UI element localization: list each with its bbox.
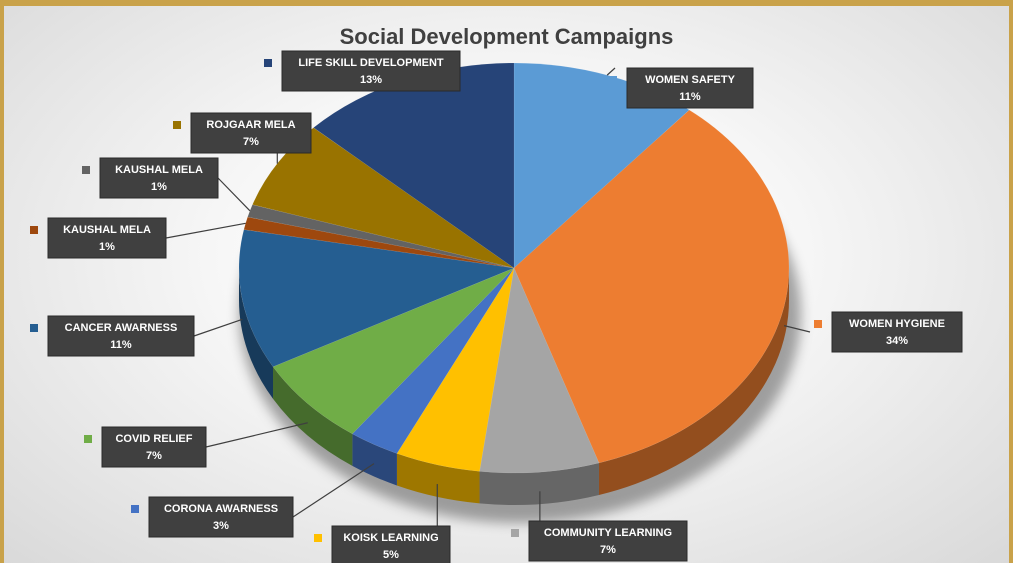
data-label-10: ROJGAAR MELA 7% (173, 112, 312, 154)
pie-slice-3 (479, 267, 600, 474)
data-label-percent: 5% (383, 549, 399, 561)
legend-key-swatch (30, 324, 38, 332)
data-label-category: CANCER AWARNESS (65, 322, 178, 334)
data-label-4: KOISK LEARNING 5% (314, 525, 451, 563)
pie-slice-5 (351, 267, 515, 454)
pie-slice-9 (247, 204, 515, 269)
data-label-box (831, 311, 963, 353)
legend-key-swatch (609, 76, 617, 84)
data-label-box (99, 157, 219, 199)
data-label-2: WOMEN HYGIENE 34% (814, 311, 963, 353)
data-label-category: COMMUNITY LEARNING (544, 527, 672, 539)
pie-slice-side-5 (352, 433, 397, 486)
data-label-box (101, 426, 207, 468)
data-label-percent: 13% (360, 74, 382, 86)
legend-key-swatch (82, 166, 90, 174)
data-label-category: KOISK LEARNING (343, 532, 438, 544)
data-label-category: ROJGAAR MELA (206, 119, 295, 131)
data-label-box (626, 67, 754, 109)
data-label-category: CORONA AWARNESS (164, 503, 278, 515)
pie-slice-2 (513, 109, 790, 464)
data-label-5: CORONA AWARNESS 3% (131, 496, 294, 538)
leader-line-6 (205, 422, 308, 448)
data-label-percent: 1% (151, 181, 167, 193)
pie-slice-10 (252, 127, 515, 269)
data-label-percent: 7% (600, 544, 616, 556)
pie-chart: WOMEN SAFETY 11% WOMEN HYGIENE 34% COMMUNITY… (30, 50, 963, 563)
data-label-percent: 34% (886, 335, 908, 347)
data-label-box (331, 525, 451, 563)
data-label-box (47, 217, 167, 259)
data-label-11: LIFE SKILL DEVELOPMENT 13% (264, 50, 461, 92)
pie-slice-6 (272, 267, 515, 435)
data-label-3: COMMUNITY LEARNING 7% (511, 520, 688, 562)
data-label-percent: 7% (243, 136, 259, 148)
legend-key-swatch (814, 320, 822, 328)
data-label-box (190, 112, 312, 154)
chart-area: Social Development Campaigns WOMEN SAFET… (4, 6, 1009, 563)
data-label-percent: 11% (679, 91, 701, 103)
data-label-box (528, 520, 688, 562)
pie-slice-side-2 (598, 268, 789, 495)
data-label-category: LIFE SKILL DEVELOPMENT (298, 57, 444, 69)
pie-slice-side-3 (479, 462, 599, 505)
pie-slice-side-4 (396, 453, 480, 504)
legend-key-swatch (131, 505, 139, 513)
data-label-category: COVID RELIEF (115, 433, 192, 445)
leader-line-2 (783, 325, 811, 333)
data-label-8: KAUSHAL MELA 1% (30, 217, 167, 259)
pie-slice-8 (243, 216, 515, 269)
leader-line-7 (193, 318, 243, 337)
legend-key-swatch (173, 121, 181, 129)
data-label-1: WOMEN SAFETY 11% (609, 67, 754, 109)
leader-line-9 (217, 177, 251, 212)
data-label-category: KAUSHAL MELA (115, 164, 203, 176)
data-label-category: KAUSHAL MELA (63, 224, 151, 236)
data-label-percent: 7% (146, 450, 162, 462)
data-label-7: CANCER AWARNESS 11% (30, 315, 195, 357)
data-label-percent: 3% (213, 520, 229, 532)
pie-slice-7 (238, 229, 515, 368)
legend-key-swatch (84, 435, 92, 443)
legend-key-swatch (314, 534, 322, 542)
pie-slice-side-6 (273, 366, 353, 466)
data-label-category: WOMEN HYGIENE (849, 318, 945, 330)
leader-line-1 (606, 67, 616, 76)
data-label-percent: 1% (99, 241, 115, 253)
data-label-box (148, 496, 294, 538)
chart-title: Social Development Campaigns (339, 24, 674, 49)
leader-line-8 (165, 222, 246, 239)
legend-key-swatch (511, 529, 519, 537)
pie-slice-4 (396, 267, 515, 472)
data-label-9: KAUSHAL MELA 1% (82, 157, 219, 199)
data-label-box (281, 50, 461, 92)
pie-slice-side-7 (239, 268, 274, 399)
data-label-category: WOMEN SAFETY (645, 74, 735, 86)
data-label-percent: 11% (110, 339, 132, 351)
data-label-6: COVID RELIEF 7% (84, 426, 207, 468)
leader-line-5 (292, 463, 375, 518)
legend-key-swatch (264, 59, 272, 67)
legend-key-swatch (30, 226, 38, 234)
data-label-box (47, 315, 195, 357)
